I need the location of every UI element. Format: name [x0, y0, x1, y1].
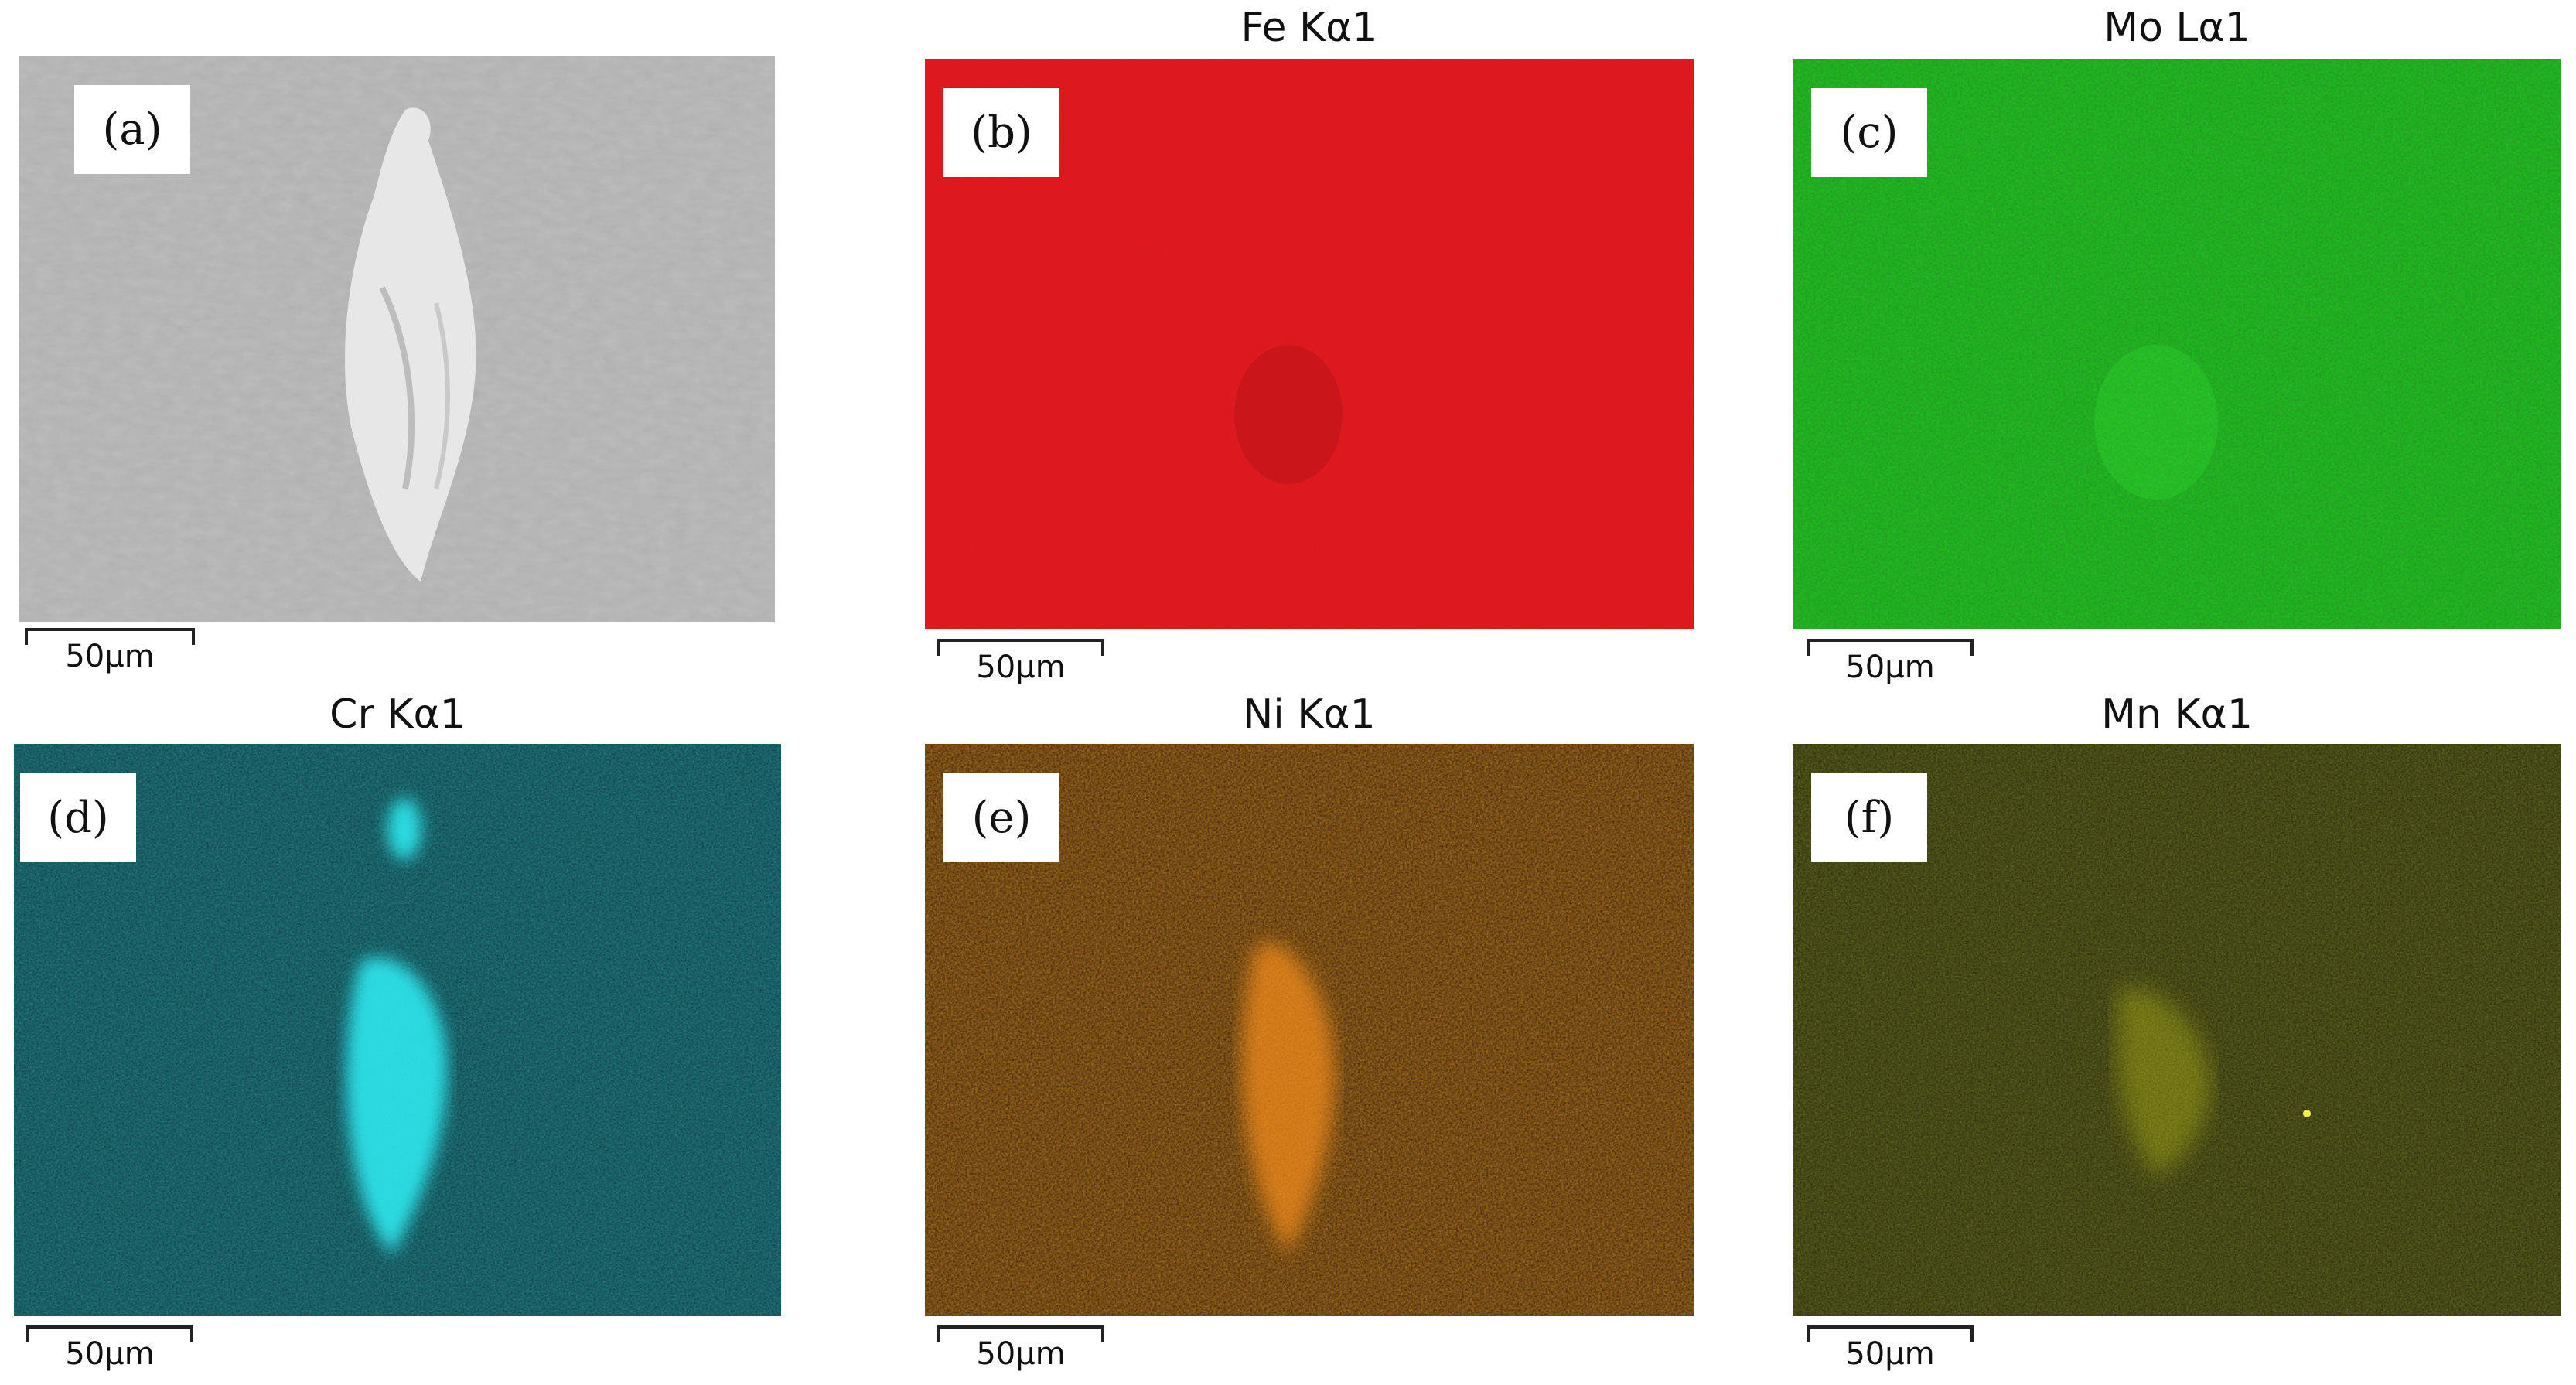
- scale-bar-label: 50μm: [976, 1336, 1066, 1372]
- element-title: Fe Kα1: [1240, 5, 1378, 51]
- element-map-cr: [14, 744, 781, 1316]
- panel-c: (c): [1793, 59, 2561, 629]
- panel-letter: (b): [943, 88, 1059, 177]
- panel-letter: (f): [1811, 773, 1927, 862]
- scale-bar-line: [937, 1325, 1104, 1342]
- scale-bar-line: [1807, 1325, 1974, 1342]
- scale-bar: 50μm: [937, 1325, 1104, 1380]
- panel-f: (f): [1793, 744, 2561, 1316]
- scale-bar-line: [937, 639, 1104, 656]
- scale-bar-label: 50μm: [976, 650, 1066, 685]
- scale-bar-line: [25, 628, 195, 645]
- scale-bar: 50μm: [26, 1325, 193, 1380]
- panel-letter: (c): [1811, 88, 1927, 177]
- element-title: Mo Lα1: [2103, 5, 2250, 51]
- element-title: Mn Kα1: [2101, 691, 2253, 738]
- panel-letter: (e): [943, 773, 1059, 862]
- scale-bar: 50μm: [25, 628, 195, 682]
- scale-bar: 50μm: [1807, 639, 1974, 693]
- element-map-mo: [1793, 59, 2561, 629]
- element-map-mn: [1793, 744, 2561, 1316]
- scale-bar-label: 50μm: [65, 1336, 155, 1372]
- panel-b: (b): [925, 59, 1694, 629]
- panel-letter: (a): [74, 85, 190, 174]
- scale-bar-label: 50μm: [65, 639, 155, 674]
- panel-a: (a): [19, 56, 775, 622]
- scale-bar: 50μm: [937, 639, 1104, 693]
- element-title: Ni Kα1: [1243, 691, 1376, 738]
- scale-bar-label: 50μm: [1845, 1336, 1935, 1372]
- panel-letter: (d): [20, 773, 136, 862]
- scale-bar: 50μm: [1807, 1325, 1974, 1380]
- scale-bar-line: [26, 1325, 193, 1342]
- panel-d: (d): [14, 744, 781, 1316]
- panel-e: (e): [925, 744, 1694, 1316]
- element-map-ni: [925, 744, 1694, 1316]
- element-title: Cr Kα1: [329, 691, 466, 738]
- scale-bar-line: [1807, 639, 1974, 656]
- scale-bar-label: 50μm: [1845, 650, 1935, 685]
